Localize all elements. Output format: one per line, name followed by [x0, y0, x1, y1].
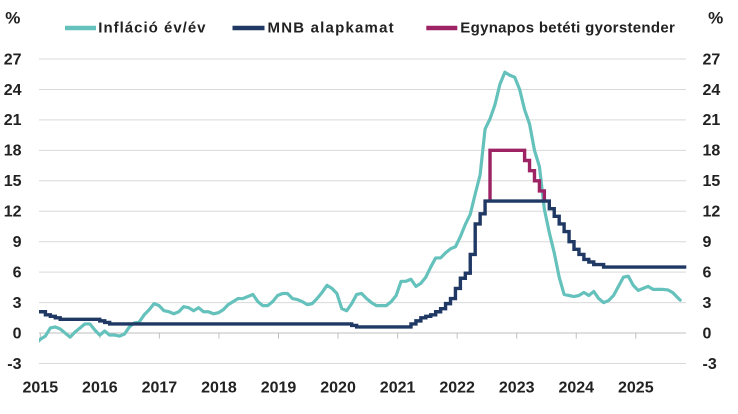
svg-text:2015: 2015	[23, 380, 59, 397]
svg-text:21: 21	[4, 112, 22, 129]
svg-text:15: 15	[703, 173, 721, 190]
svg-text:MNB alapkamat: MNB alapkamat	[268, 19, 395, 36]
svg-text:%: %	[708, 8, 723, 27]
svg-text:2023: 2023	[499, 380, 535, 397]
svg-text:%: %	[5, 8, 20, 27]
svg-text:2021: 2021	[380, 380, 416, 397]
svg-text:2022: 2022	[439, 380, 475, 397]
svg-text:2016: 2016	[82, 380, 118, 397]
svg-text:24: 24	[4, 82, 22, 99]
svg-text:2025: 2025	[618, 380, 654, 397]
svg-text:2024: 2024	[558, 380, 594, 397]
svg-text:6: 6	[703, 264, 712, 281]
svg-text:27: 27	[703, 51, 721, 68]
svg-text:12: 12	[4, 204, 22, 221]
svg-text:2020: 2020	[320, 380, 356, 397]
svg-text:27: 27	[4, 51, 22, 68]
svg-text:9: 9	[703, 234, 712, 251]
svg-text:3: 3	[13, 295, 22, 312]
svg-text:15: 15	[4, 173, 22, 190]
svg-text:-3: -3	[703, 356, 717, 373]
svg-text:24: 24	[703, 82, 721, 99]
svg-text:Egynapos betéti gyorstender: Egynapos betéti gyorstender	[460, 19, 675, 36]
svg-text:18: 18	[703, 143, 721, 160]
svg-text:2017: 2017	[142, 380, 178, 397]
svg-text:Infláció év/év: Infláció év/év	[98, 19, 206, 36]
svg-text:2018: 2018	[201, 380, 237, 397]
svg-text:12: 12	[703, 204, 721, 221]
svg-text:0: 0	[703, 325, 712, 342]
svg-text:6: 6	[13, 264, 22, 281]
svg-text:3: 3	[703, 295, 712, 312]
svg-text:9: 9	[13, 234, 22, 251]
svg-text:21: 21	[703, 112, 721, 129]
svg-text:18: 18	[4, 143, 22, 160]
svg-text:0: 0	[13, 325, 22, 342]
svg-text:2019: 2019	[261, 380, 297, 397]
svg-text:-3: -3	[7, 356, 21, 373]
